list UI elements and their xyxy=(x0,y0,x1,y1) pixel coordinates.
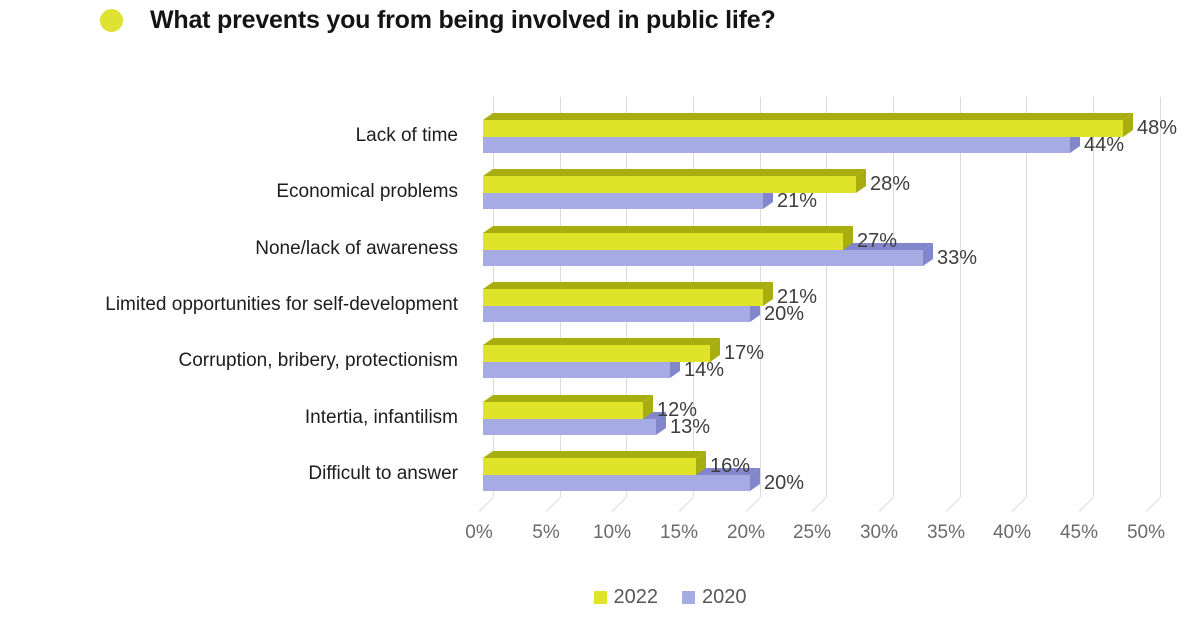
gridline-foot xyxy=(678,497,694,512)
value-label-2020-lack-of-time: 44% xyxy=(1084,134,1125,156)
x-axis-tick-label: 30% xyxy=(859,522,899,543)
bar-2020-difficult-to-answer xyxy=(483,467,760,491)
gridline-foot xyxy=(1078,497,1094,512)
x-axis-tick-label: 50% xyxy=(1126,522,1166,543)
value-label-2020-difficult-to-answer: 20% xyxy=(764,472,805,494)
legend-item-2022: 2022 xyxy=(593,586,659,609)
value-label-2022-limited-opportunities-for-self-development: 21% xyxy=(777,286,818,308)
bar-front-face xyxy=(483,306,750,322)
bar-2022-economical-problems xyxy=(483,168,866,193)
bar-front-face xyxy=(483,402,643,419)
bar-2020-none-lack-of-awareness xyxy=(483,242,933,266)
chart-legend: 2022 2020 xyxy=(140,586,1200,609)
bar-front-face xyxy=(483,475,750,491)
bar-2022-intertia-infantilism xyxy=(483,394,653,419)
gridline-50 xyxy=(1145,97,1161,512)
value-label-2020-intertia-infantilism: 13% xyxy=(670,416,711,438)
value-label-2022-corruption-bribery-protectionism: 17% xyxy=(724,342,765,364)
category-label-none-lack-of-awareness: None/lack of awareness xyxy=(255,238,458,259)
bar-front-face xyxy=(483,233,843,250)
bar-front-face xyxy=(483,193,763,209)
value-label-2020-corruption-bribery-protectionism: 14% xyxy=(684,359,725,381)
legend-label: 2022 xyxy=(613,586,659,608)
bar-2020-corruption-bribery-protectionism xyxy=(483,354,680,378)
gridline-foot xyxy=(545,497,561,512)
x-axis-tick-label: 45% xyxy=(1059,522,1099,543)
category-label-economical-problems: Economical problems xyxy=(276,181,458,202)
bar-front-face xyxy=(483,419,656,435)
title-bullet-icon xyxy=(100,9,123,32)
bar-top-face xyxy=(483,169,866,176)
gridline-foot xyxy=(878,497,894,512)
gridline-foot xyxy=(745,497,761,512)
value-label-2022-economical-problems: 28% xyxy=(870,173,911,195)
gridline-foot xyxy=(811,497,827,512)
x-axis-tick-label: 15% xyxy=(659,522,699,543)
bar-front-face xyxy=(483,176,856,193)
gridline-35 xyxy=(945,97,961,512)
bar-top-face xyxy=(483,395,653,402)
value-label-2020-none-lack-of-awareness: 33% xyxy=(937,247,978,269)
gridline-foot xyxy=(1145,497,1161,512)
bar-2020-economical-problems xyxy=(483,185,773,209)
gridline-foot xyxy=(945,497,961,512)
legend-swatch-icon xyxy=(682,591,695,604)
bar-2022-difficult-to-answer xyxy=(483,450,706,475)
bar-front-face xyxy=(483,458,696,475)
legend-label: 2020 xyxy=(702,586,747,608)
bar-front-face xyxy=(483,250,923,266)
gridline-45 xyxy=(1078,97,1094,512)
x-axis-tick-label: 20% xyxy=(726,522,766,543)
category-label-corruption-bribery-protectionism: Corruption, bribery, protectionism xyxy=(178,350,458,371)
category-label-lack-of-time: Lack of time xyxy=(355,125,458,146)
value-label-2020-limited-opportunities-for-self-development: 20% xyxy=(764,303,805,325)
bar-top-face xyxy=(483,226,853,233)
bar-front-face xyxy=(483,137,1070,153)
category-label-intertia-infantilism: Intertia, infantilism xyxy=(304,407,458,428)
bar-2020-limited-opportunities-for-self-development xyxy=(483,298,760,322)
bar-top-face xyxy=(483,451,706,458)
bar-top-face xyxy=(483,338,720,345)
value-label-2022-none-lack-of-awareness: 27% xyxy=(857,230,898,252)
gridline-25 xyxy=(811,97,827,512)
bar-front-face xyxy=(483,289,763,306)
gridline-30 xyxy=(878,97,894,512)
x-axis-tick-label: 10% xyxy=(592,522,632,543)
category-label-limited-opportunities-for-self-development: Limited opportunities for self-developme… xyxy=(105,294,458,315)
x-axis-tick-label: 5% xyxy=(532,522,560,543)
bar-top-face xyxy=(483,113,1134,120)
x-axis-tick-label: 25% xyxy=(792,522,832,543)
bar-front-face xyxy=(483,345,710,362)
bar-front-face xyxy=(483,120,1123,137)
bar-2022-corruption-bribery-protectionism xyxy=(483,337,720,362)
gridline-foot xyxy=(478,497,494,512)
value-label-2022-lack-of-time: 48% xyxy=(1137,117,1178,139)
legend-swatch-icon xyxy=(593,591,607,604)
value-label-2020-economical-problems: 21% xyxy=(777,190,818,212)
legend-item-2020: 2020 xyxy=(682,586,747,609)
bar-2020-lack-of-time xyxy=(483,129,1081,153)
chart-title-row: What prevents you from being involved in… xyxy=(100,6,776,35)
bar-front-face xyxy=(483,362,670,378)
bar-2022-lack-of-time xyxy=(483,112,1134,137)
gridline-40 xyxy=(1011,97,1027,512)
x-axis-tick-label: 0% xyxy=(465,522,493,543)
x-axis-tick-label: 40% xyxy=(992,522,1032,543)
value-label-2022-intertia-infantilism: 12% xyxy=(657,399,698,421)
bar-top-face xyxy=(483,282,773,289)
bar-2022-limited-opportunities-for-self-development xyxy=(483,281,773,306)
category-label-difficult-to-answer: Difficult to answer xyxy=(308,463,458,484)
bar-2022-none-lack-of-awareness xyxy=(483,225,853,250)
value-label-2022-difficult-to-answer: 16% xyxy=(710,455,751,477)
x-axis-tick-label: 35% xyxy=(926,522,966,543)
chart-title: What prevents you from being involved in… xyxy=(150,6,776,34)
bar-2020-intertia-infantilism xyxy=(483,411,666,435)
gridline-foot xyxy=(1011,497,1027,512)
gridline-foot xyxy=(611,497,627,512)
